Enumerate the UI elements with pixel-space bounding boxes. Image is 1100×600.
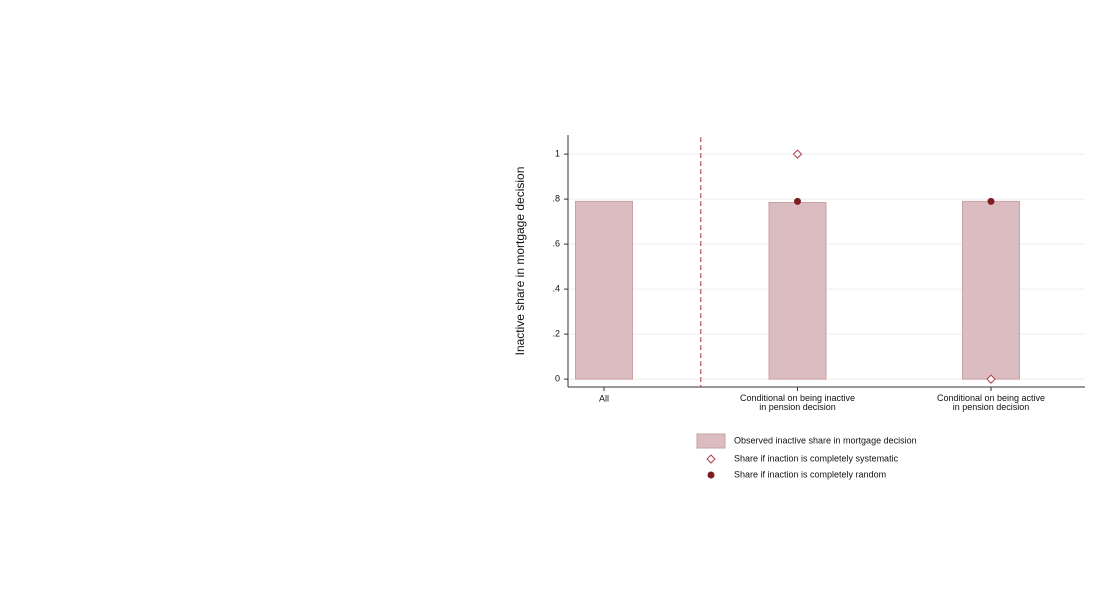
legend-swatch (707, 471, 715, 479)
x-tick-label: All (599, 393, 609, 403)
diamond-marker (986, 374, 996, 384)
y-tick-label: .2 (552, 329, 560, 339)
dot-marker (794, 197, 801, 205)
y-tick-label: .8 (552, 194, 560, 204)
x-tick-label: Conditional on being inactive in pension … (740, 393, 855, 412)
legend-swatch (696, 433, 726, 449)
y-tick-label: .6 (552, 239, 560, 249)
legend-label: Observed inactive share in mortgage deci… (734, 435, 917, 445)
dot-marker (987, 197, 995, 205)
legend-label: Share if inaction is completely random (734, 469, 886, 479)
y-axis-label: Inactive share in mortgage decision (513, 167, 527, 356)
y-tick-label: 1 (555, 149, 560, 159)
legend-label: Share if inaction is completely systemat… (734, 453, 899, 463)
bar (575, 200, 633, 380)
y-tick-label: .4 (552, 284, 560, 294)
bar (768, 202, 827, 380)
x-tick-label: Conditional on being active in pension de… (937, 393, 1045, 412)
legend-swatch (706, 454, 716, 464)
y-tick-label: 0 (555, 374, 560, 384)
bar (962, 200, 1020, 380)
diamond-marker (792, 149, 803, 159)
